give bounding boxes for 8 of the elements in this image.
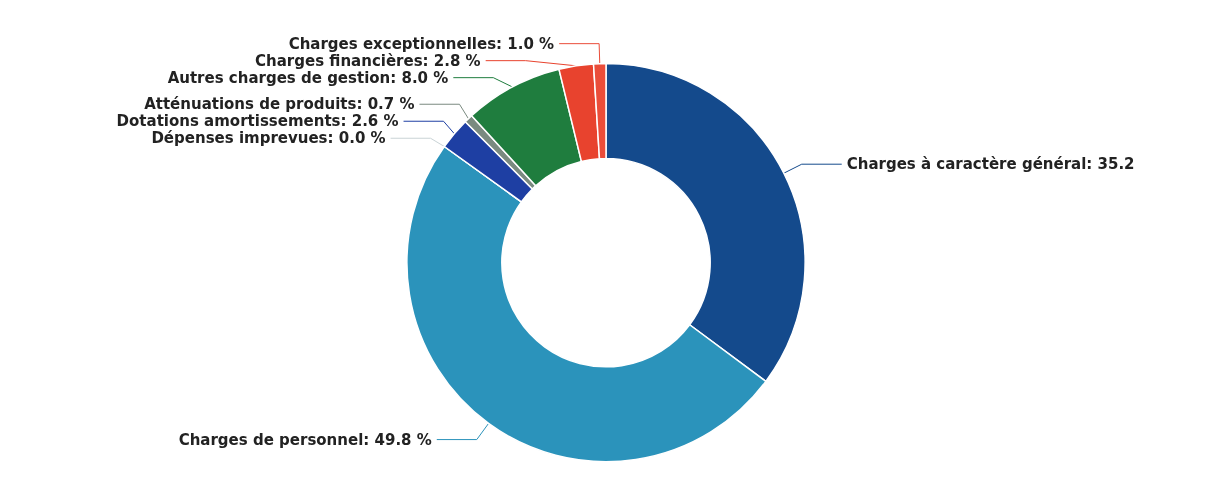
slice-label: Charges à caractère général: 35.2: [846, 155, 1135, 174]
slice-label: Charges financières: 2.8 %: [255, 51, 481, 70]
slice-label: Autres charges de gestion: 8.0 %: [167, 68, 449, 87]
slice-label: Dotations amortissements: 2.6 %: [116, 112, 399, 131]
legend-label: Dépenses imprevues: 0.0 %: [151, 129, 386, 148]
slice-label: Atténuations de produits: 0.7 %: [144, 95, 415, 114]
slice-label: Charges de personnel: 49.8 %: [178, 430, 432, 449]
slice-label: Charges exceptionnelles: 1.0 %: [288, 34, 555, 53]
